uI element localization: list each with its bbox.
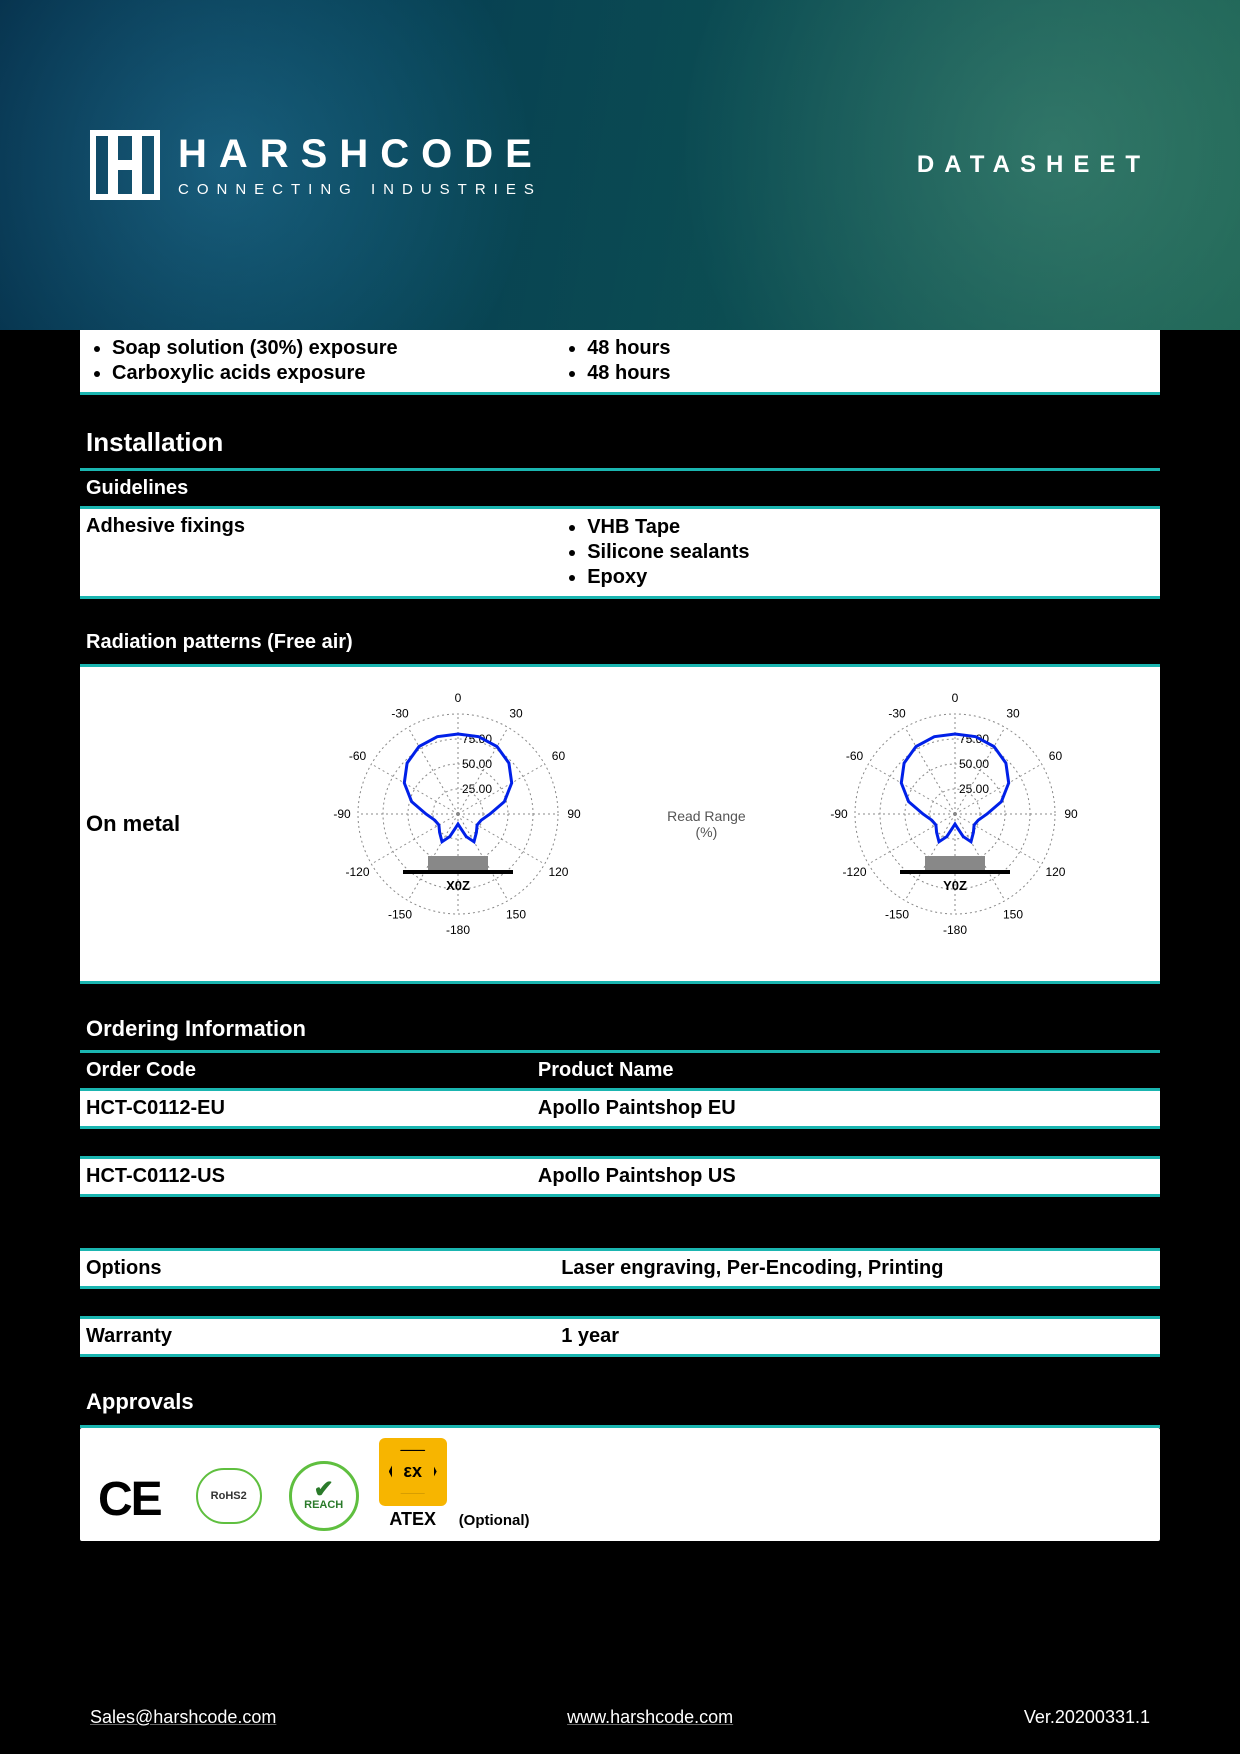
adhesive-label: Adhesive fixings — [80, 508, 555, 598]
svg-text:60: 60 — [1049, 749, 1063, 763]
list-item: Epoxy — [587, 565, 1154, 590]
svg-text:0: 0 — [455, 691, 462, 705]
ordering-title: Ordering Information — [80, 1008, 1160, 1052]
svg-text:90: 90 — [567, 807, 581, 821]
table-row: Options Laser engraving, Per-Encoding, P… — [80, 1249, 1160, 1287]
brand-name: HARSHCODE — [178, 132, 544, 177]
reach-label: REACH — [304, 1499, 343, 1511]
polar-chart-x0z: 25.0050.0075.00-180-150-120-90-60-300306… — [253, 679, 663, 969]
svg-text:0: 0 — [951, 691, 958, 705]
table-row: HCT-C0112-US Apollo Paintshop US — [80, 1158, 1160, 1196]
svg-text:120: 120 — [1045, 865, 1065, 879]
polar-chart-y0z: 25.0050.0075.00-180-150-120-90-60-300306… — [750, 679, 1160, 969]
svg-text:25.00: 25.00 — [959, 782, 989, 796]
svg-text:-30: -30 — [888, 707, 906, 721]
svg-text:60: 60 — [552, 749, 566, 763]
atex-icon: εx — [379, 1438, 447, 1506]
atex-optional: (Optional) — [455, 1510, 534, 1531]
rohs-icon: RoHS2 — [189, 1461, 269, 1531]
options-value: Laser engraving, Per-Encoding, Printing — [555, 1249, 1160, 1287]
header-datasheet-label: DATASHEET — [917, 151, 1150, 179]
installation-title: Installation — [80, 417, 1160, 471]
svg-text:-180: -180 — [943, 923, 967, 937]
installation-guidelines: Guidelines — [80, 471, 555, 508]
svg-text:-150: -150 — [885, 907, 909, 921]
svg-text:-60: -60 — [846, 749, 864, 763]
logo-area: HARSHCODE CONNECTING INDUSTRIES — [90, 130, 544, 200]
ordering-table: Ordering Information Order Code Product … — [80, 1008, 1160, 1197]
svg-text:30: 30 — [509, 707, 523, 721]
svg-text:-120: -120 — [346, 865, 370, 879]
read-range-label: Read Range (%) — [663, 808, 749, 840]
check-icon: ✔ — [314, 1481, 334, 1499]
list-item: 48 hours — [587, 336, 1154, 361]
order-code: HCT-C0112-EU — [80, 1090, 532, 1128]
chemical-right-list: 48 hours 48 hours — [561, 336, 1154, 386]
svg-text:50.00: 50.00 — [959, 757, 989, 771]
approvals-title: Approvals — [80, 1379, 1160, 1428]
footer-version: Ver.20200331.1 — [1024, 1707, 1150, 1728]
options-label: Options — [80, 1249, 555, 1287]
list-item: Carboxylic acids exposure — [112, 361, 549, 386]
product-name: Apollo Paintshop US — [532, 1158, 1160, 1196]
svg-text:-120: -120 — [842, 865, 866, 879]
radiation-row-label: On metal — [80, 811, 253, 837]
extra-table: Options Laser engraving, Per-Encoding, P… — [80, 1219, 1160, 1357]
radiation-diagram-row: On metal 25.0050.0075.00-180-150-120-90-… — [80, 667, 1160, 984]
table-row: HCT-C0112-EU Apollo Paintshop EU — [80, 1090, 1160, 1128]
ordering-col-name: Product Name — [532, 1052, 1160, 1090]
svg-text:Y0Z: Y0Z — [943, 878, 967, 893]
atex-ex-label: εx — [389, 1448, 437, 1496]
svg-text:25.00: 25.00 — [462, 782, 492, 796]
svg-text:-30: -30 — [391, 707, 409, 721]
footer-email[interactable]: Sales@harshcode.com — [90, 1707, 276, 1728]
brand-tagline: CONNECTING INDUSTRIES — [178, 181, 544, 198]
chemical-table: Soap solution (30%) exposure Carboxylic … — [80, 330, 1160, 395]
ce-mark-icon: CE — [90, 1468, 169, 1531]
warranty-value: 1 year — [555, 1317, 1160, 1355]
product-name: Apollo Paintshop EU — [532, 1090, 1160, 1128]
list-item: Silicone sealants — [587, 540, 1154, 565]
svg-text:120: 120 — [548, 865, 568, 879]
svg-text:-90: -90 — [333, 807, 351, 821]
svg-text:50.00: 50.00 — [462, 757, 492, 771]
reach-icon: ✔ REACH — [289, 1461, 359, 1531]
rohs-label: RoHS2 — [196, 1468, 262, 1524]
svg-text:X0Z: X0Z — [446, 878, 470, 893]
radiation-title: Radiation patterns (Free air) — [80, 621, 1160, 667]
footer-url[interactable]: www.harshcode.com — [567, 1707, 733, 1728]
svg-text:-150: -150 — [388, 907, 412, 921]
footer: Sales@harshcode.com www.harshcode.com Ve… — [0, 1707, 1240, 1728]
svg-text:-180: -180 — [446, 923, 470, 937]
svg-text:90: 90 — [1064, 807, 1078, 821]
order-code: HCT-C0112-US — [80, 1158, 532, 1196]
table-row: Warranty 1 year — [80, 1317, 1160, 1355]
chemical-left-list: Soap solution (30%) exposure Carboxylic … — [86, 336, 549, 386]
svg-text:-60: -60 — [349, 749, 367, 763]
installation-table: Guidelines Adhesive fixings VHB Tape Sil… — [80, 471, 1160, 599]
svg-text:-90: -90 — [830, 807, 848, 821]
logo-text: HARSHCODE CONNECTING INDUSTRIES — [178, 132, 544, 198]
list-item: Soap solution (30%) exposure — [112, 336, 549, 361]
list-item: 48 hours — [587, 361, 1154, 386]
adhesive-list: VHB Tape Silicone sealants Epoxy — [561, 515, 1154, 590]
svg-text:150: 150 — [506, 907, 526, 921]
header-banner: HARSHCODE CONNECTING INDUSTRIES DATASHEE… — [0, 0, 1240, 330]
warranty-label: Warranty — [80, 1317, 555, 1355]
svg-text:150: 150 — [1003, 907, 1023, 921]
atex-group: εx ATEX (Optional) — [379, 1438, 534, 1531]
atex-label: ATEX — [385, 1508, 440, 1531]
svg-text:30: 30 — [1006, 707, 1020, 721]
approvals-row: CE RoHS2 ✔ REACH εx ATEX (Optional) — [80, 1428, 1160, 1541]
ordering-col-code: Order Code — [80, 1052, 532, 1090]
list-item: VHB Tape — [587, 515, 1154, 540]
logo-mark — [90, 130, 160, 200]
